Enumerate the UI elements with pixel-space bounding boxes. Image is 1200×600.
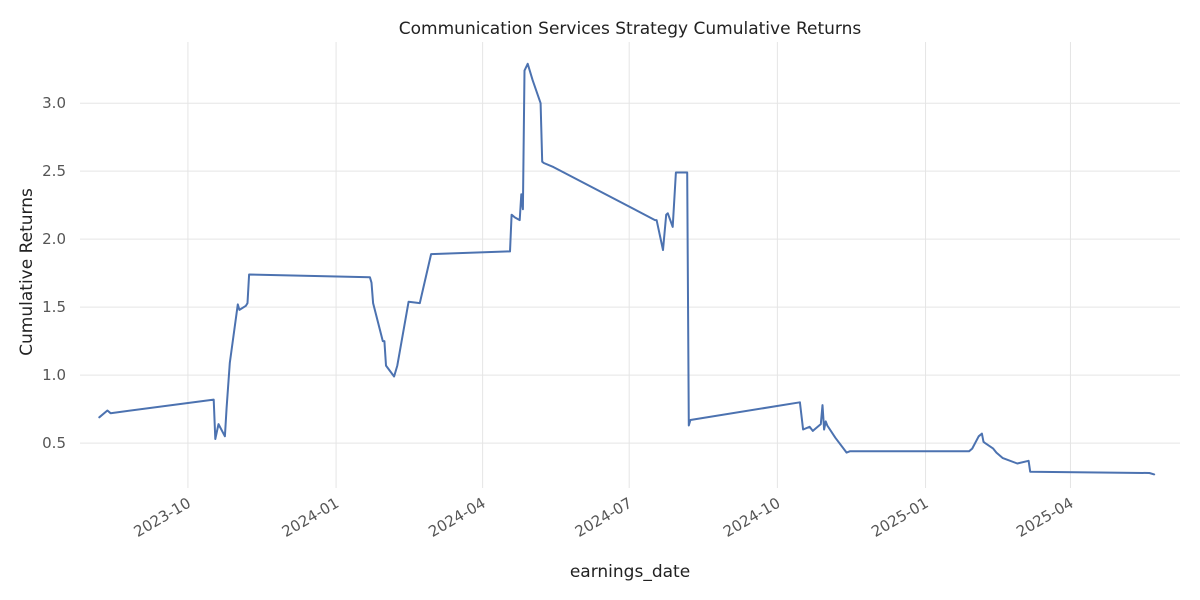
x-tick-label: 2025-04 <box>1013 494 1076 541</box>
y-tick-label: 1.5 <box>42 298 66 316</box>
y-tick-label: 2.5 <box>42 162 66 180</box>
series-layer <box>98 62 1156 476</box>
x-axis-label: earnings_date <box>570 562 690 582</box>
x-axis-ticks: 2023-10 2024-01 2024-04 2024-07 2024-10 2025-… <box>131 494 1077 541</box>
y-tick-label: 3.0 <box>42 94 66 112</box>
x-tick-label: 2024-01 <box>279 494 342 541</box>
grid <box>80 42 1180 488</box>
x-tick-label: 2025-01 <box>868 494 931 541</box>
y-axis-ticks: 0.5 1.0 1.5 2.0 2.5 3.0 <box>42 94 66 452</box>
chart-title: Communication Services Strategy Cumulati… <box>399 19 862 39</box>
x-tick-label: 2024-07 <box>572 494 635 541</box>
cumulative-returns-line <box>98 62 1156 476</box>
y-tick-label: 0.5 <box>42 434 66 452</box>
x-tick-label: 2024-04 <box>425 494 488 541</box>
y-axis-label: Cumulative Returns <box>17 188 37 356</box>
y-tick-label: 2.0 <box>42 230 66 248</box>
y-tick-label: 1.0 <box>42 366 66 384</box>
x-tick-label: 2023-10 <box>131 494 194 541</box>
x-tick-label: 2024-10 <box>720 494 783 541</box>
